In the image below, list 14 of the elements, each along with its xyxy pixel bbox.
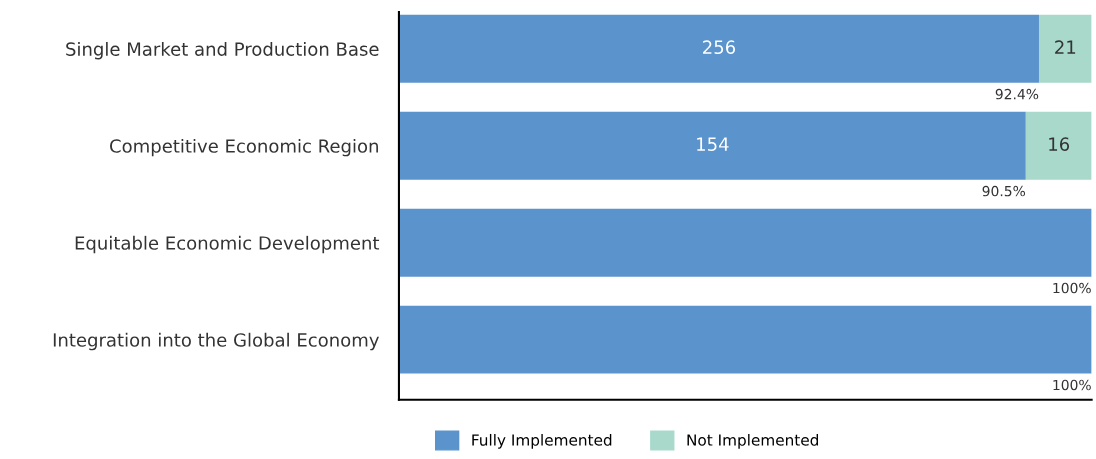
y-tick-label: Integration into the Global Economy (53, 332, 379, 351)
data-label: 92.4% (995, 88, 1039, 100)
data-label: 90.5% (982, 185, 1026, 197)
annotation: 16 (1049, 137, 1070, 151)
data-label: 100% (1053, 379, 1091, 391)
annotation: 154 (697, 137, 729, 151)
legend-label: Fully Implemented (472, 433, 612, 449)
annotation: 256 (703, 40, 736, 55)
y-tick-label: Single Market and Production Base (66, 41, 379, 60)
data-label: 100% (1053, 282, 1091, 294)
legend-label: Not Implemented (687, 433, 818, 449)
annotation: 21 (1055, 40, 1076, 54)
y-tick-label: Competitive Economic Region (110, 138, 378, 157)
y-tick-label: Equitable Economic Development (75, 235, 380, 254)
